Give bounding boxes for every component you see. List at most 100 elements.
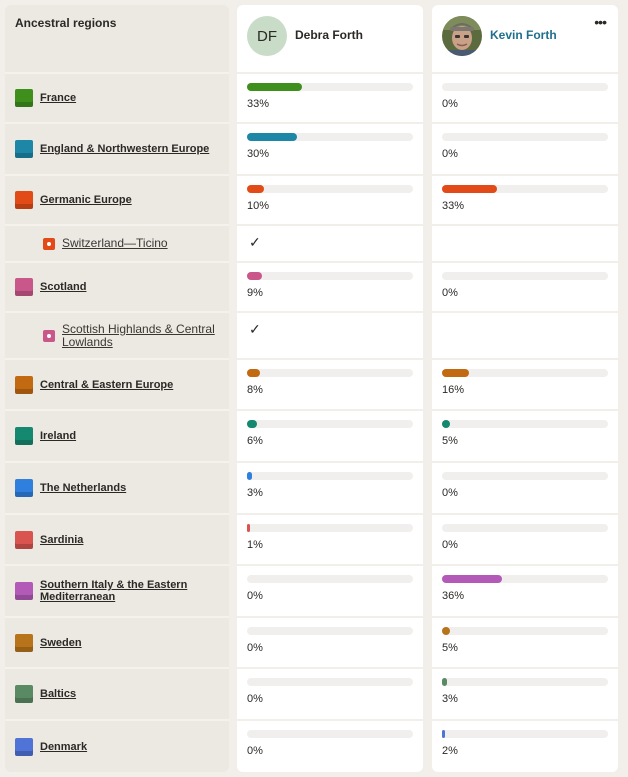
region-label-wrap: Ireland — [5, 411, 229, 461]
color-swatch-icon — [15, 685, 33, 703]
percentage-bar — [442, 575, 608, 583]
region-row: France — [5, 72, 229, 122]
region-label-wrap: France — [5, 74, 229, 122]
percentage-bar — [247, 678, 413, 686]
person-column-kevin: Kevin Forth ••• 0% 0% 33% 0% 16% 5% 0% 0% 36% 5% 3… — [432, 5, 618, 772]
percentage-value: 0% — [442, 287, 458, 299]
percentage-cell: 0% — [432, 513, 618, 564]
color-swatch-icon — [15, 278, 33, 296]
percentage-bar — [247, 730, 413, 738]
percentage-bar — [247, 575, 413, 583]
percentage-cell: 5% — [432, 616, 618, 667]
region-row: England & Northwestern Europe — [5, 122, 229, 174]
region-link[interactable]: Scottish Highlands & Central Lowlands — [62, 321, 215, 349]
color-swatch-icon — [15, 633, 33, 652]
region-link[interactable]: Switzerland—Ticino — [62, 236, 168, 250]
region-link[interactable]: Ireland — [40, 430, 77, 442]
percentage-value: 5% — [442, 435, 458, 447]
percentage-bar-fill — [442, 627, 450, 635]
percentage-value: 0% — [442, 98, 458, 110]
percentage-bar — [247, 627, 413, 635]
region-label-wrap: Sardinia — [5, 515, 229, 564]
avatar[interactable]: DF — [247, 16, 287, 56]
percentage-bar-fill — [247, 272, 262, 280]
percentage-value: 3% — [247, 487, 263, 499]
percentage-bar-fill — [247, 369, 260, 377]
percentage-cell: 3% — [432, 667, 618, 719]
region-link[interactable]: England & Northwestern Europe — [40, 143, 210, 155]
percentage-bar — [247, 420, 413, 428]
percentage-cell: 33% — [432, 174, 618, 224]
region-row: Sardinia — [5, 513, 229, 564]
percentage-value: 0% — [247, 693, 263, 705]
avatar[interactable] — [442, 16, 482, 56]
percentage-bar — [247, 272, 413, 280]
percentage-bar — [442, 472, 608, 480]
region-label-wrap: Central & Eastern Europe — [5, 360, 229, 409]
percentage-cell: 9% — [237, 261, 423, 311]
region-link[interactable]: Germanic Europe — [40, 194, 132, 206]
percentage-value: 33% — [247, 98, 270, 110]
percentage-bar — [442, 133, 608, 141]
color-swatch-icon — [43, 237, 55, 250]
region-row: Southern Italy & the Eastern Mediterrane… — [5, 564, 229, 616]
percentage-bar-fill — [442, 420, 450, 428]
region-row: Baltics — [5, 667, 229, 719]
percentage-value: 36% — [442, 590, 465, 602]
percentage-cell: 0% — [237, 564, 423, 616]
percentage-bar-fill — [247, 83, 302, 91]
region-label-wrap: Baltics — [5, 669, 229, 719]
percentage-cell — [432, 224, 618, 261]
percentage-cell: 5% — [432, 409, 618, 461]
percentage-cell: 0% — [237, 719, 423, 772]
color-swatch-icon — [43, 329, 55, 342]
percentage-cell: 2% — [432, 719, 618, 772]
percentage-value: 0% — [247, 642, 263, 654]
region-link[interactable]: Central & Eastern Europe — [40, 378, 174, 391]
region-label-wrap: Scottish Highlands & Central Lowlands — [5, 313, 229, 358]
percentage-bar-fill — [442, 369, 469, 377]
percentage-value: 2% — [442, 745, 458, 757]
region-label-wrap: England & Northwestern Europe — [5, 124, 229, 174]
region-link[interactable]: Sweden — [40, 636, 82, 649]
region-link[interactable]: France — [40, 92, 77, 104]
region-link[interactable]: Baltics — [40, 688, 77, 700]
region-label-wrap: Scotland — [5, 263, 229, 311]
percentage-value: 1% — [247, 539, 263, 551]
percentage-value: 6% — [247, 435, 263, 447]
percentage-cell: 10% — [237, 174, 423, 224]
subregion-row: Scottish Highlands & Central Lowlands — [5, 311, 229, 358]
percentage-value: 0% — [442, 539, 458, 551]
region-link[interactable]: Sardinia — [40, 533, 84, 546]
percentage-cell: 30% — [237, 122, 423, 174]
percentage-value: 0% — [247, 590, 263, 602]
percentage-value: 10% — [247, 200, 270, 212]
percentage-bar — [442, 83, 608, 91]
percentage-value: 5% — [442, 642, 458, 654]
percentage-bar-fill — [442, 185, 497, 193]
color-swatch-icon — [15, 582, 33, 600]
color-swatch-icon — [15, 530, 33, 549]
percentage-cell: 33% — [237, 72, 423, 122]
color-swatch-icon — [15, 737, 33, 756]
percentage-value: 0% — [442, 148, 458, 160]
region-link[interactable]: Denmark — [40, 740, 88, 753]
percentage-bar — [442, 730, 608, 738]
person-name[interactable]: Kevin Forth — [490, 28, 557, 42]
check-icon: ✓ — [249, 234, 261, 250]
percentage-bar — [442, 369, 608, 377]
percentage-value: 3% — [442, 693, 458, 705]
percentage-cell: 0% — [432, 461, 618, 513]
avatar-photo — [442, 16, 482, 56]
region-link[interactable]: Scotland — [40, 281, 87, 293]
region-link[interactable]: The Netherlands — [40, 482, 127, 494]
region-link[interactable]: Southern Italy & the Eastern Mediterrane… — [40, 579, 188, 603]
person-name[interactable]: Debra Forth — [295, 28, 364, 42]
region-label-wrap: Southern Italy & the Eastern Mediterrane… — [5, 566, 229, 616]
more-options-icon[interactable]: ••• — [594, 14, 607, 30]
subregion-row: Switzerland—Ticino — [5, 224, 229, 261]
percentage-cell: ✓ — [237, 311, 423, 358]
percentage-cell: 3% — [237, 461, 423, 513]
percentage-cell: 6% — [237, 409, 423, 461]
person-header: DF Debra Forth — [237, 5, 423, 72]
